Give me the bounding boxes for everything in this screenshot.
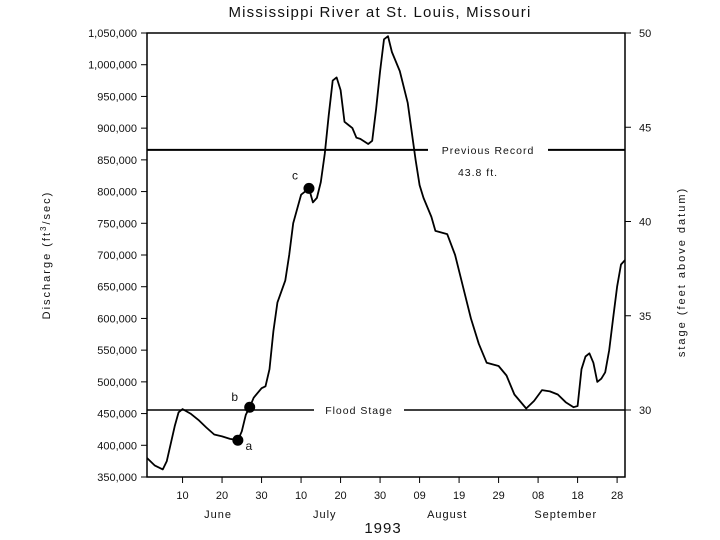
highlight-point-label: a	[246, 439, 253, 453]
y2-tick-label: 40	[639, 217, 651, 229]
y-tick-label: 800,000	[97, 187, 137, 199]
discharge-series-line	[146, 35, 626, 471]
flood-stage-label: Flood Stage	[325, 405, 393, 417]
highlight-point-label: c	[292, 168, 298, 182]
y2-tick-label: 35	[639, 311, 651, 323]
x-tick-label: 18	[571, 490, 583, 502]
x-tick-label: 08	[532, 490, 544, 502]
previous-record-label-bg	[428, 142, 548, 157]
x-axis-title: 1993	[364, 520, 401, 537]
x-tick-label: 20	[334, 490, 346, 502]
x-tick-label: 29	[492, 490, 504, 502]
x-tick-label: 28	[611, 490, 623, 502]
y2-axis-title: stage (feet above datum)	[676, 187, 688, 357]
y-tick-label: 900,000	[97, 123, 137, 135]
x-tick-label: 10	[176, 490, 188, 502]
y-tick-label: 500,000	[97, 377, 137, 389]
y-tick-label: 950,000	[97, 91, 137, 103]
x-tick-label: 19	[453, 490, 465, 502]
month-label: July	[313, 509, 337, 521]
highlight-point-b	[244, 401, 256, 413]
y-tick-label: 600,000	[97, 313, 137, 325]
y-tick-label: 1,000,000	[88, 60, 137, 72]
highlight-point-label: b	[231, 390, 238, 404]
reference-lines: Flood Stage Previous Record 43.8 ft.	[147, 142, 625, 417]
month-label: September	[534, 509, 597, 521]
y2-tick-label: 30	[639, 405, 651, 417]
y2-axis-ticks: 30 35 40 45 50	[625, 28, 651, 417]
y-tick-label: 850,000	[97, 155, 137, 167]
y-axis-ticks: 350,000 400,000 450,000 500,000 550,000 600,0…	[88, 28, 147, 484]
y-tick-label: 550,000	[97, 345, 137, 357]
y-tick-label: 450,000	[97, 409, 137, 421]
chart-title: Mississippi River at St. Louis, Missouri	[228, 4, 531, 21]
x-tick-label: 30	[255, 490, 267, 502]
x-tick-label: 20	[216, 490, 228, 502]
x-tick-label: 09	[413, 490, 425, 502]
flood-stage-label-bg	[314, 403, 404, 417]
x-tick-label: 30	[374, 490, 386, 502]
x-axis-ticks: 10 20 30 10 20 30 09 19 29 08 18 28	[176, 477, 623, 502]
y-tick-label: 1,050,000	[88, 28, 137, 40]
previous-record-label: Previous Record	[442, 145, 535, 157]
y-tick-label: 650,000	[97, 282, 137, 294]
highlight-point-a	[232, 434, 244, 446]
month-labels: June July August September	[204, 509, 597, 521]
highlight-point-c	[303, 182, 315, 194]
y-tick-label: 700,000	[97, 250, 137, 262]
month-label: June	[204, 509, 232, 521]
y2-tick-label: 45	[639, 122, 651, 134]
previous-record-value: 43.8 ft.	[458, 167, 498, 179]
highlight-points: a b c	[231, 168, 315, 453]
y-tick-label: 350,000	[97, 472, 137, 484]
y-tick-label: 400,000	[97, 440, 137, 452]
y-axis-title: Discharge (ft3/sec)	[39, 191, 53, 320]
x-tick-label: 10	[295, 490, 307, 502]
y-tick-label: 750,000	[97, 218, 137, 230]
month-label: August	[427, 509, 467, 521]
y2-tick-label: 50	[639, 28, 651, 40]
